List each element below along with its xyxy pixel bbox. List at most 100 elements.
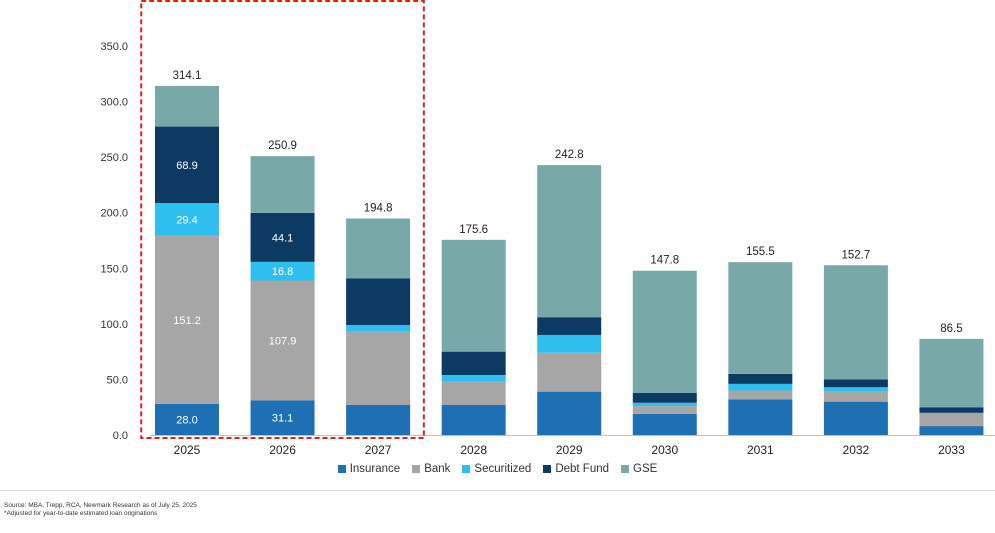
bar-segment-insurance xyxy=(346,404,411,435)
legend-item: Insurance xyxy=(337,463,401,475)
legend-item: Debt Fund xyxy=(543,463,609,475)
bar-segment-bank xyxy=(155,235,219,404)
x-tick-label: 2026 xyxy=(269,443,296,457)
segment-value-label: 28.0 xyxy=(176,414,197,426)
bar-segment-securitized xyxy=(346,324,411,332)
bar-segment-bank xyxy=(441,381,506,405)
x-tick-label: 2031 xyxy=(747,443,774,457)
bar-segment-debt-fund xyxy=(155,126,219,204)
bar-segment-insurance xyxy=(537,391,602,435)
bar-segment-bank xyxy=(728,390,793,400)
bar-total-label: 194.8 xyxy=(364,202,393,214)
source-note: Source: MBA, Trepp, RCA, Newmark Researc… xyxy=(4,502,197,518)
bar-segment-debt-fund xyxy=(346,278,411,325)
bar-segment-securitized xyxy=(250,261,315,281)
bar-segment-gse xyxy=(346,218,411,279)
segment-value-label: 68.9 xyxy=(176,160,197,172)
bar-total-label: 86.5 xyxy=(940,323,962,335)
bar-segment-insurance xyxy=(155,403,219,435)
legend-swatch xyxy=(621,465,630,473)
legend-label: Insurance xyxy=(349,463,401,475)
bar-segment-debt-fund xyxy=(823,379,888,388)
bar-segment-debt-fund xyxy=(919,407,984,413)
bar-segment-debt-fund xyxy=(632,392,697,403)
legend-swatch xyxy=(412,465,421,473)
bar-segment-securitized xyxy=(155,203,219,236)
bar-total-label: 152.7 xyxy=(841,249,870,261)
bar-segment-bank xyxy=(537,352,602,392)
bar-total-label: 314.1 xyxy=(173,70,202,82)
legend-swatch xyxy=(462,465,471,473)
highlight-box xyxy=(140,0,425,439)
footer-divider xyxy=(0,490,995,491)
bar-segment-bank xyxy=(632,406,697,414)
y-tick-label: 200.0 xyxy=(100,208,128,220)
bar-total-label: 155.5 xyxy=(746,246,775,258)
legend-item: Bank xyxy=(412,463,450,475)
bar-segment-gse xyxy=(919,338,984,408)
bar-segment-securitized xyxy=(728,383,793,391)
source-line: Source: MBA, Trepp, RCA, Newmark Researc… xyxy=(4,502,197,509)
legend-label: GSE xyxy=(633,463,658,475)
bar-segment-securitized xyxy=(537,334,602,353)
x-tick-label: 2033 xyxy=(938,443,965,457)
y-tick-label: 100.0 xyxy=(100,319,128,331)
bar-total-label: 242.8 xyxy=(555,149,584,161)
segment-value-label: 44.1 xyxy=(272,232,293,244)
bar-total-label: 175.6 xyxy=(459,224,488,236)
y-tick-label: 250.0 xyxy=(100,152,128,164)
x-tick-label: 2029 xyxy=(556,443,583,457)
footnote-line: *Adjusted for year-to-date estimated loa… xyxy=(4,510,158,517)
bar-segment-gse xyxy=(537,165,602,318)
bar-segment-debt-fund xyxy=(728,373,793,384)
bar-segment-insurance xyxy=(823,401,888,435)
segment-value-label: 31.1 xyxy=(272,413,293,425)
bar-segment-bank xyxy=(823,391,888,402)
bar-segment-securitized xyxy=(441,374,506,382)
segment-value-label: 16.8 xyxy=(272,266,293,278)
bar-segment-securitized xyxy=(632,402,697,407)
bar-segment-bank xyxy=(250,280,315,401)
bar-segment-debt-fund xyxy=(441,351,506,375)
x-tick-label: 2032 xyxy=(843,443,870,457)
legend-item: Securitized xyxy=(462,463,531,475)
segment-value-label: 29.4 xyxy=(176,214,197,226)
x-tick-label: 2027 xyxy=(365,443,392,457)
legend-swatch xyxy=(337,465,346,473)
y-tick-label: 50.0 xyxy=(107,374,128,386)
bar-segment-gse xyxy=(728,262,793,374)
segment-value-label: 151.2 xyxy=(173,315,201,327)
stacked-bar-chart: 0.0 50.0 100.0 150.0 200.0 250.0 300.0 350.0 28.… xyxy=(100,0,995,457)
bar-segment-securitized xyxy=(919,412,984,414)
y-tick-label: 150.0 xyxy=(100,263,128,275)
x-tick-label: 2030 xyxy=(651,443,678,457)
bar-segment-gse xyxy=(632,270,697,393)
bar-segment-bank xyxy=(919,413,984,427)
bar-total-label: 147.8 xyxy=(650,255,679,267)
legend-label: Securitized xyxy=(474,463,532,475)
bar-segment-debt-fund xyxy=(537,317,602,335)
legend-item: GSE xyxy=(621,463,657,475)
bar-total-label: 250.9 xyxy=(268,140,297,152)
chart-legend: Insurance Bank Securitized Debt Fund GSE xyxy=(0,463,995,475)
bar-segment-securitized xyxy=(823,387,888,392)
bar-segment-gse xyxy=(155,85,219,127)
y-tick-label: 350.0 xyxy=(100,41,128,53)
bar-segment-bank xyxy=(346,331,411,405)
legend-label: Debt Fund xyxy=(555,463,610,475)
legend-swatch xyxy=(543,465,552,473)
y-tick-label: 0.0 xyxy=(113,430,128,442)
bar-segment-insurance xyxy=(632,413,697,435)
x-tick-label: 2025 xyxy=(174,443,201,457)
bar-segment-insurance xyxy=(250,400,315,435)
bar-segment-debt-fund xyxy=(250,212,315,262)
y-tick-label: 300.0 xyxy=(100,97,128,109)
legend-label: Bank xyxy=(424,463,451,475)
bar-segment-insurance xyxy=(728,399,793,435)
bar-segment-insurance xyxy=(919,426,984,435)
bar-segment-gse xyxy=(441,239,506,352)
x-tick-label: 2028 xyxy=(460,443,487,457)
segment-value-label: 107.9 xyxy=(269,335,297,347)
bar-segment-gse xyxy=(250,156,315,213)
bar-segment-gse xyxy=(823,265,888,380)
